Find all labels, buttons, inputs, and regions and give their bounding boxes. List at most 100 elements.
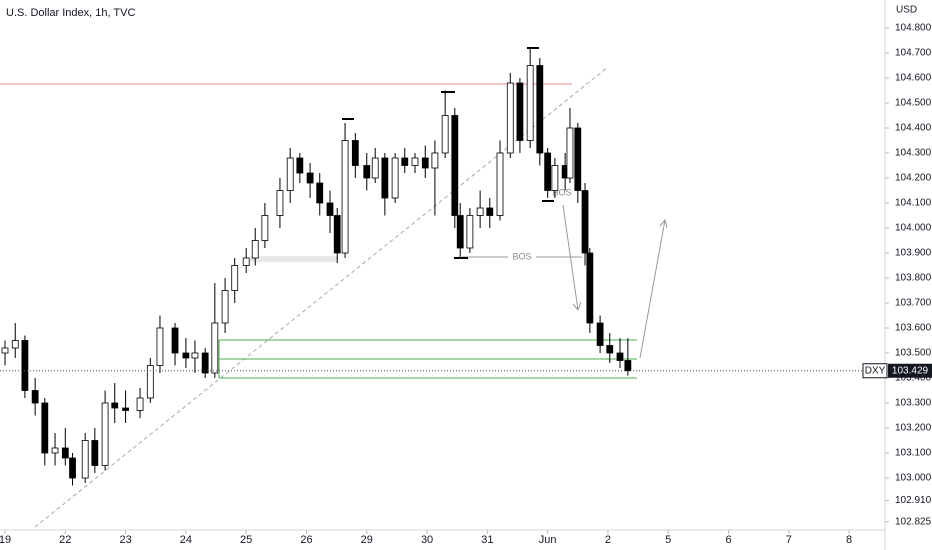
annotation: BOS [552,187,571,197]
candle-body [401,157,409,166]
candle-body [624,360,632,372]
y-tick-label: 103.200 [895,423,932,434]
arrow-head [659,218,668,229]
x-tick-label: 5 [665,534,671,546]
y-tick-label: 104.300 [895,148,932,159]
x-tick-label: Jun [539,534,557,546]
price-label: 103.429 [892,365,929,376]
candle-body [276,190,284,216]
y-tick-label: 104.800 [895,23,932,34]
candle-body [371,157,379,179]
candle-body [221,290,229,324]
y-tick-label: 104.700 [895,48,932,59]
annotation: BOS [512,251,531,261]
y-tick-label: 103.500 [895,348,932,359]
candle-body [391,157,399,199]
candle-body [476,207,484,216]
candle-body [326,202,334,216]
candle-body [544,152,552,191]
arrow [562,204,579,311]
y-tick-label: 104.200 [895,173,932,184]
candle-body [191,352,199,359]
y-tick-label: 104.400 [895,123,932,134]
candle-body [333,215,341,254]
y-tick-label: 104.100 [895,198,932,209]
candle-body [91,440,99,466]
candle-body [261,215,269,241]
x-tick-label: 7 [786,534,792,546]
candle-body [431,152,439,169]
currency: USD [896,5,917,16]
candle-body [136,397,144,411]
candle-body [341,140,349,254]
y-tick-label: 103.100 [895,448,932,459]
y-tick-label: 103.300 [895,398,932,409]
candle-body [286,157,294,191]
arrow-head [572,301,582,311]
candle-body [61,447,69,459]
candle-body [451,115,459,216]
candle-body [516,82,524,141]
candle-body [69,457,76,479]
y-tick-label: 103.800 [895,273,932,284]
candle-body [506,82,514,154]
candle-body [211,322,219,374]
y-tick-label: 104.600 [895,73,932,84]
y-tick-label: 103.900 [895,248,932,259]
zone [250,256,338,262]
y-tick-label: 103.400 [895,373,932,384]
candle-body [574,127,582,191]
candle-body [351,140,359,166]
drawings: BOS BOS [0,47,668,528]
candle-body [536,65,544,154]
x-tick-label: 23 [119,534,131,546]
candle-body [316,182,324,204]
y-tick-label: 102.910 [895,495,932,506]
candle-body [231,265,239,291]
candle-body [1,347,9,354]
candle-body [486,207,494,216]
candle-body [596,322,604,346]
y-tick-label: 104.000 [895,223,932,234]
candle-body [566,127,574,179]
candle-body [41,402,49,454]
x-tick-label: 31 [481,534,493,546]
candle-body [21,340,29,391]
candle-body [251,240,259,259]
candle-body [306,172,314,184]
candle-body [606,345,614,354]
y-tick-label: 103.600 [895,323,932,334]
candle-body [171,327,179,354]
swing-marks [342,47,554,259]
candle-body [496,152,504,216]
candle-body [363,165,371,179]
symbol-label: DXY [865,365,886,376]
arrow [639,219,666,359]
candle-body [526,65,534,141]
y-tick-label: 103.000 [895,473,932,484]
x-tick-label: 25 [240,534,252,546]
y-tick-label: 103.700 [895,298,932,309]
candle-body [586,252,594,324]
candle-body [381,157,389,199]
x-tick-label: 24 [180,534,192,546]
candle-body [156,327,164,366]
candle-body [466,215,474,249]
x-tick-label: 22 [59,534,71,546]
candle-body [146,365,154,399]
y-tick-label: 102.825 [895,516,932,527]
x-tick-label: 2 [605,534,611,546]
candle-body [31,390,39,404]
candle-body [411,157,419,166]
candle-body [616,352,624,361]
candle-body [122,407,129,411]
candle-body [581,190,589,254]
x-tick-label: 30 [421,534,433,546]
candle-body [11,340,19,349]
symbol-box [862,363,888,379]
candle-body [111,402,119,409]
candle-body [101,402,109,466]
candle-body [296,157,304,174]
